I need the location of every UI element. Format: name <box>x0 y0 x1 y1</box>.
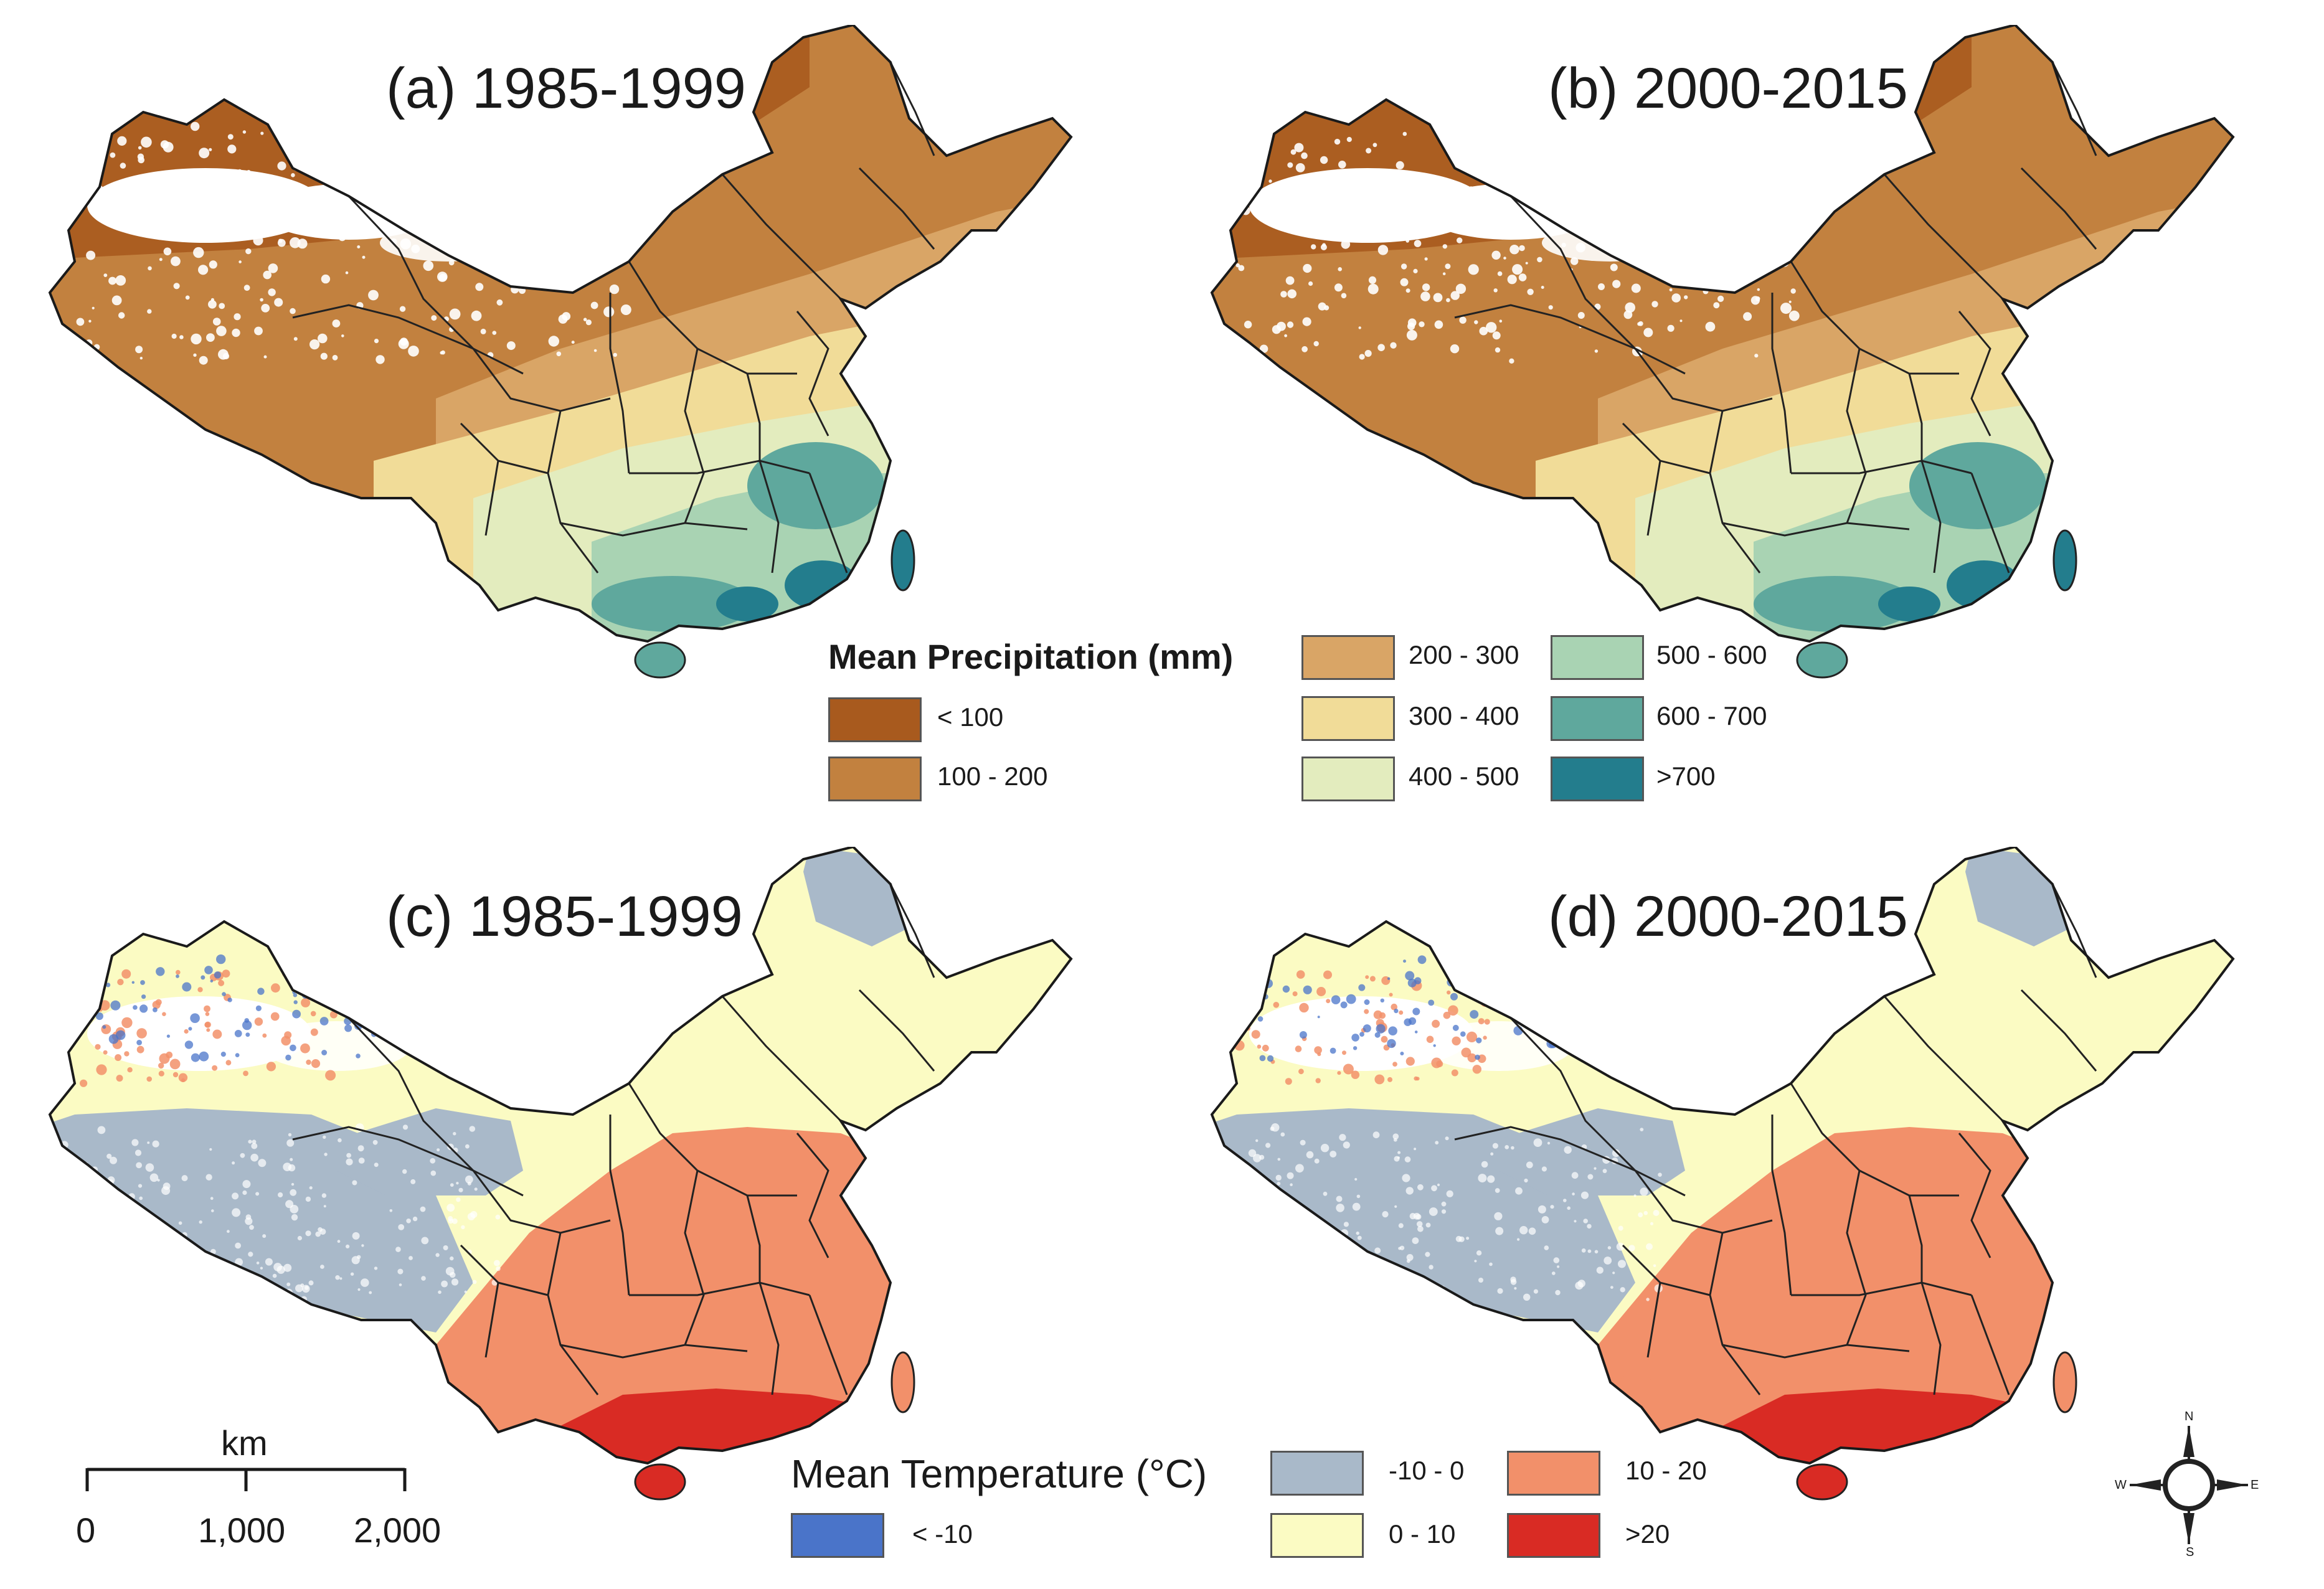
temp-label-1: -10 - 0 <box>1389 1456 1465 1485</box>
compass-s: S <box>2186 1545 2194 1559</box>
precip-label-3: 300 - 400 <box>1409 701 1519 730</box>
precip-label-0: < 100 <box>937 702 1004 732</box>
precip-swatch-2 <box>1301 635 1395 680</box>
panel-title-a: (a) 1985-1999 <box>386 57 746 120</box>
scale-tick-0: 0 <box>76 1511 96 1550</box>
island-taiwan-2 <box>890 1351 915 1413</box>
temp-swatch-0 <box>791 1513 884 1558</box>
map-panel-b: (b) 2000-2015 <box>1162 25 2320 697</box>
country-outline-0 <box>48 25 1073 643</box>
island-hainan-2 <box>634 1463 686 1501</box>
precip-label-7: >700 <box>1656 761 1716 791</box>
island-hainan-3 <box>1796 1463 1848 1501</box>
map-fill-0 <box>50 25 1071 641</box>
island-taiwan-0 <box>890 529 915 592</box>
panel-title-b: (b) 2000-2015 <box>1548 57 1908 120</box>
temp-label-2: 0 - 10 <box>1389 1519 1456 1549</box>
temp-label-4: >20 <box>1625 1519 1670 1549</box>
temp-swatch-2 <box>1270 1513 1364 1558</box>
precip-swatch-5 <box>1551 635 1644 680</box>
map-panel-d: (d) 2000-2015 <box>1162 847 2320 1519</box>
temperature-legend-title: Mean Temperature (°C) <box>791 1451 1207 1496</box>
island-hainan-1 <box>1796 641 1848 679</box>
map-d <box>1210 847 2235 1501</box>
country-outline-3 <box>1210 847 2235 1465</box>
map-fill-1 <box>1212 25 2233 641</box>
map-b <box>1210 25 2235 679</box>
compass-rose-icon <box>2130 1426 2248 1544</box>
precip-label-1: 100 - 200 <box>937 761 1048 791</box>
precip-swatch-3 <box>1301 696 1395 741</box>
precip-swatch-4 <box>1301 757 1395 801</box>
compass-w: W <box>2115 1478 2127 1492</box>
precip-swatch-6 <box>1551 696 1644 741</box>
panel-title-c: (c) 1985-1999 <box>386 885 743 948</box>
scale-tick-1: 1,000 <box>198 1511 286 1550</box>
precip-label-6: 600 - 700 <box>1656 701 1767 730</box>
province-boundaries-1 <box>1454 62 2097 573</box>
compass-n: N <box>2185 1410 2194 1423</box>
island-taiwan-1 <box>2052 529 2077 592</box>
scale-bar-line <box>85 1468 407 1491</box>
temp-swatch-4 <box>1507 1513 1600 1558</box>
compass-e: E <box>2251 1478 2259 1492</box>
temp-label-3: 10 - 20 <box>1625 1456 1707 1485</box>
province-boundaries-2 <box>292 884 935 1395</box>
island-taiwan-3 <box>2052 1351 2077 1413</box>
scale-tick-2: 2,000 <box>354 1511 442 1550</box>
precip-label-4: 400 - 500 <box>1409 761 1519 791</box>
island-hainan-0 <box>634 641 686 679</box>
precip-label-5: 500 - 600 <box>1656 640 1767 669</box>
scale-bar-unit: km <box>221 1423 268 1463</box>
panel-title-d: (d) 2000-2015 <box>1548 885 1908 948</box>
precip-swatch-1 <box>828 757 922 801</box>
precipitation-legend-title: Mean Precipitation (mm) <box>828 637 1234 676</box>
precip-label-2: 200 - 300 <box>1409 640 1519 669</box>
temp-swatch-1 <box>1270 1451 1364 1496</box>
map-a <box>48 25 1073 679</box>
province-boundaries-3 <box>1454 884 2097 1395</box>
map-panel-c: (c) 1985-1999 <box>0 847 1158 1519</box>
country-outline-2 <box>48 847 1073 1465</box>
precip-swatch-7 <box>1551 757 1644 801</box>
north-arrow: N S W E <box>2115 1410 2260 1559</box>
province-boundaries-0 <box>292 62 935 573</box>
temp-label-0: < -10 <box>912 1519 973 1549</box>
map-c <box>48 847 1073 1501</box>
temp-swatch-3 <box>1507 1451 1600 1496</box>
precip-swatch-0 <box>828 697 922 742</box>
map-panel-a: (a) 1985-1999 <box>0 25 1158 697</box>
country-outline-1 <box>1210 25 2235 643</box>
